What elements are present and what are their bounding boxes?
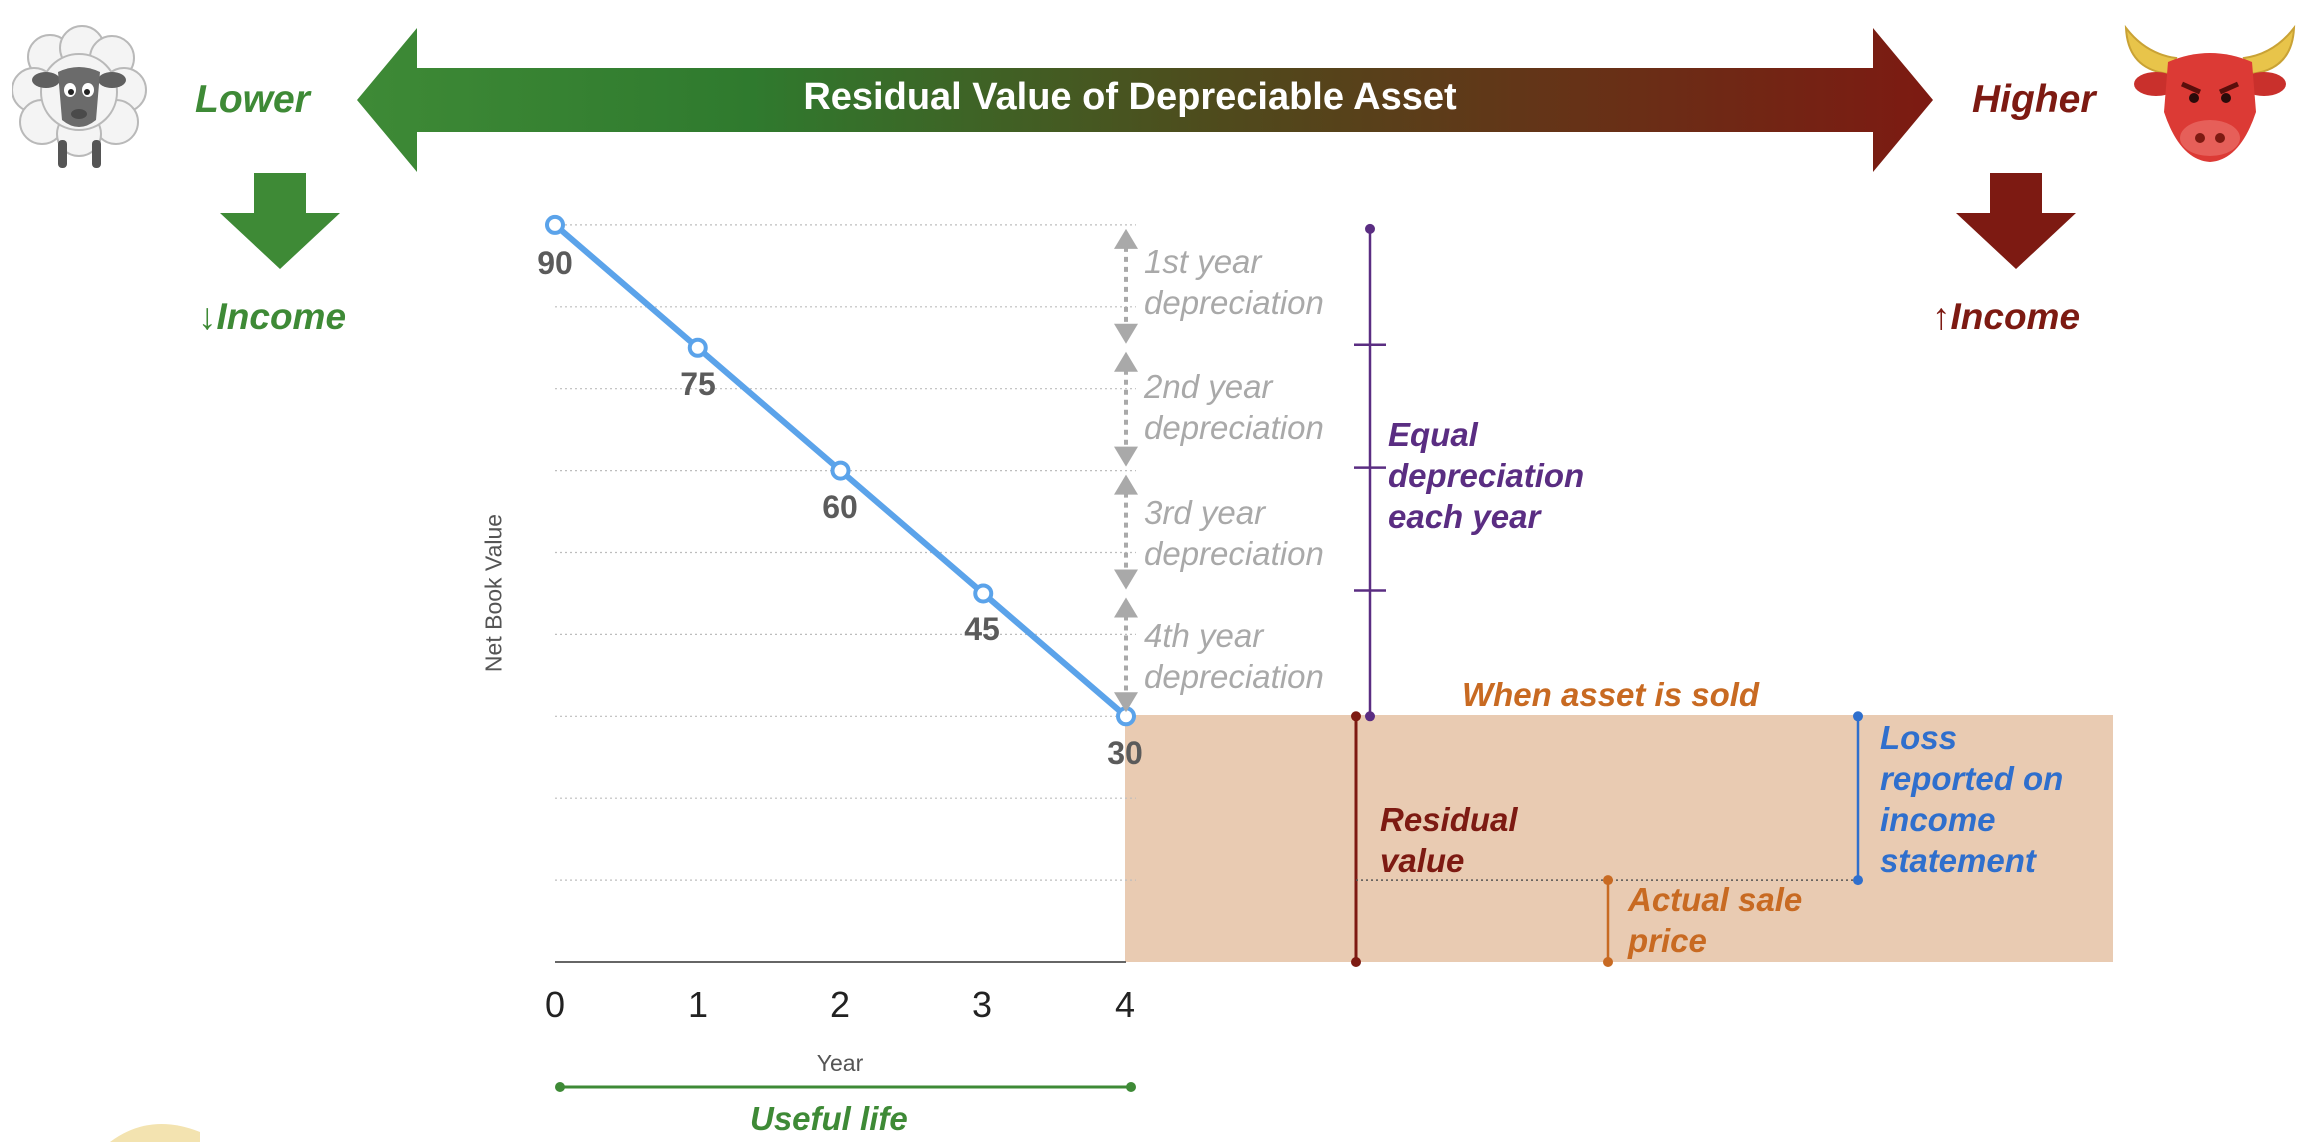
sheep-icon	[12, 25, 147, 168]
bracket-end-dot	[1365, 711, 1375, 722]
lower-income-label: ↓Income	[198, 296, 347, 337]
data-label-75: 75	[680, 366, 716, 402]
arrowhead-down-icon	[1114, 323, 1138, 344]
higher-income-label: ↑Income	[1932, 296, 2081, 337]
bull-icon	[2124, 24, 2296, 162]
lower-label: Lower	[195, 78, 310, 121]
arrowhead-down-icon	[1114, 692, 1138, 713]
loss-end-dot	[1853, 711, 1863, 722]
arrowhead-down-icon	[1114, 446, 1138, 467]
loss-end-dot	[1853, 875, 1863, 886]
x-tick-label: 0	[544, 984, 566, 1025]
x-tick-label: 2	[829, 984, 851, 1025]
useful-life-end-dot	[1126, 1082, 1136, 1092]
data-point	[973, 583, 994, 604]
sold-region	[1125, 715, 2113, 962]
x-tick-label: 3	[971, 984, 993, 1025]
equal-depreciation-note: Equal depreciation each year	[1388, 416, 1585, 535]
arrow-title: Residual Value of Depreciable Asset	[803, 76, 1457, 118]
useful-life-label: Useful life	[750, 1100, 908, 1137]
residual-end-dot	[1351, 711, 1361, 722]
actual-sale-price-note: Actual sale price	[1628, 881, 1803, 959]
arrowhead-up-icon	[1114, 228, 1138, 249]
decorative-shape	[110, 1124, 200, 1142]
arrowhead-up-icon	[1114, 474, 1138, 495]
depreciation-label-year-3: 3rd year depreciation	[1144, 494, 1324, 572]
when-sold-note: When asset is sold	[1462, 676, 1760, 713]
residual-value-note: Residual value	[1380, 801, 1518, 879]
arrowhead-up-icon	[1114, 597, 1138, 618]
arrowhead-up-icon	[1114, 351, 1138, 372]
x-tick-label: 4	[1114, 984, 1136, 1025]
x-axis-label: Year	[816, 1050, 864, 1076]
data-point	[687, 337, 708, 358]
residual-end-dot	[1351, 957, 1361, 967]
bracket-end-dot	[1365, 223, 1375, 234]
data-point	[545, 214, 565, 235]
data-label-30: 30	[1107, 735, 1143, 771]
arrowhead-down-icon	[1114, 569, 1138, 590]
sale-price-end-dot	[1603, 875, 1613, 886]
y-axis-label: Net Book Value	[480, 513, 507, 673]
useful-life-end-dot	[555, 1082, 565, 1092]
depreciation-label-year-1: 1st year depreciation	[1144, 243, 1324, 321]
x-tick-label: 1	[687, 984, 709, 1025]
sale-price-end-dot	[1603, 957, 1613, 967]
depreciation-label-year-4: 4th year depreciation	[1144, 617, 1324, 695]
down-arrow-icon	[1956, 173, 2076, 269]
loss-reported-note: Loss reported on income statement	[1880, 719, 2064, 879]
data-label-45: 45	[964, 611, 1000, 647]
data-label-60: 60	[822, 489, 858, 525]
residual-value-arrow	[357, 28, 1933, 172]
depreciation-label-year-2: 2nd year depreciation	[1144, 368, 1324, 446]
down-arrow-icon	[220, 173, 340, 269]
higher-label: Higher	[1972, 78, 2096, 121]
data-point	[830, 460, 851, 481]
data-label-90: 90	[537, 245, 573, 281]
